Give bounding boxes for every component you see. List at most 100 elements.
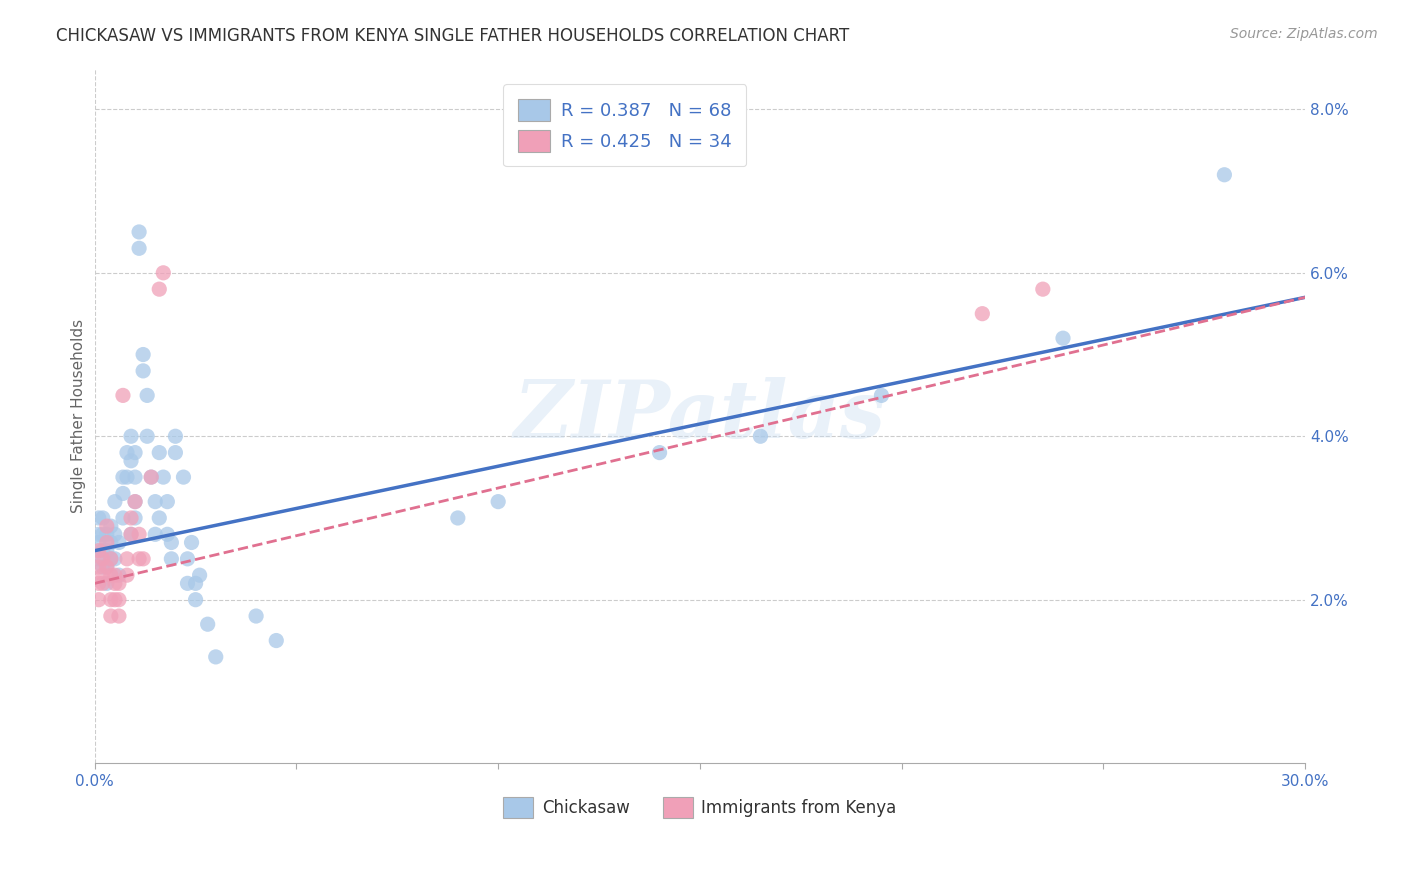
Point bbox=[87, 592, 110, 607]
Point bbox=[184, 592, 207, 607]
Point bbox=[148, 445, 170, 459]
Point bbox=[172, 470, 194, 484]
Point bbox=[120, 454, 142, 468]
Point bbox=[648, 445, 671, 459]
Text: CHICKASAW VS IMMIGRANTS FROM KENYA SINGLE FATHER HOUSEHOLDS CORRELATION CHART: CHICKASAW VS IMMIGRANTS FROM KENYA SINGL… bbox=[56, 27, 849, 45]
Point bbox=[91, 560, 114, 574]
Point bbox=[136, 429, 159, 443]
Point bbox=[104, 551, 127, 566]
Point bbox=[104, 494, 127, 508]
Point bbox=[132, 551, 155, 566]
Point bbox=[108, 568, 131, 582]
Point bbox=[245, 609, 267, 624]
Point bbox=[87, 511, 110, 525]
Point bbox=[204, 649, 226, 664]
Point bbox=[486, 494, 509, 508]
Point bbox=[188, 568, 211, 582]
Text: Source: ZipAtlas.com: Source: ZipAtlas.com bbox=[1230, 27, 1378, 41]
Point bbox=[128, 225, 150, 239]
Point bbox=[96, 560, 118, 574]
Point bbox=[100, 551, 122, 566]
Legend: Chickasaw, Immigrants from Kenya: Chickasaw, Immigrants from Kenya bbox=[496, 790, 903, 824]
Point bbox=[120, 527, 142, 541]
Y-axis label: Single Father Households: Single Father Households bbox=[72, 318, 86, 513]
Point bbox=[108, 609, 131, 624]
Point bbox=[176, 551, 198, 566]
Point bbox=[1032, 282, 1054, 296]
Point bbox=[115, 568, 138, 582]
Point bbox=[447, 511, 470, 525]
Point bbox=[1052, 331, 1074, 345]
Point bbox=[165, 429, 187, 443]
Point bbox=[143, 527, 166, 541]
Point bbox=[156, 527, 179, 541]
Point bbox=[264, 633, 287, 648]
Point bbox=[128, 551, 150, 566]
Point bbox=[197, 617, 219, 632]
Point bbox=[108, 592, 131, 607]
Point bbox=[143, 494, 166, 508]
Point bbox=[87, 551, 110, 566]
Point bbox=[104, 576, 127, 591]
Point bbox=[124, 494, 146, 508]
Point bbox=[87, 576, 110, 591]
Point bbox=[148, 282, 170, 296]
Text: ZIPatlas: ZIPatlas bbox=[513, 377, 886, 455]
Point bbox=[91, 551, 114, 566]
Point bbox=[104, 592, 127, 607]
Point bbox=[91, 543, 114, 558]
Point bbox=[165, 445, 187, 459]
Point bbox=[152, 470, 174, 484]
Point bbox=[141, 470, 163, 484]
Point bbox=[152, 266, 174, 280]
Point bbox=[111, 486, 134, 500]
Point bbox=[1213, 168, 1236, 182]
Point bbox=[111, 470, 134, 484]
Point bbox=[87, 543, 110, 558]
Point bbox=[111, 388, 134, 402]
Point bbox=[96, 535, 118, 549]
Point bbox=[104, 568, 127, 582]
Point bbox=[100, 609, 122, 624]
Point bbox=[176, 576, 198, 591]
Point bbox=[108, 576, 131, 591]
Point bbox=[104, 527, 127, 541]
Point bbox=[115, 470, 138, 484]
Point bbox=[124, 494, 146, 508]
Point bbox=[972, 307, 994, 321]
Point bbox=[160, 551, 183, 566]
Point bbox=[87, 535, 110, 549]
Point bbox=[91, 511, 114, 525]
Point bbox=[124, 511, 146, 525]
Point bbox=[115, 445, 138, 459]
Point bbox=[120, 429, 142, 443]
Point bbox=[96, 519, 118, 533]
Point bbox=[96, 576, 118, 591]
Point bbox=[132, 364, 155, 378]
Point bbox=[96, 543, 118, 558]
Point bbox=[870, 388, 893, 402]
Point bbox=[124, 470, 146, 484]
Point bbox=[100, 592, 122, 607]
Point bbox=[180, 535, 202, 549]
Point bbox=[148, 511, 170, 525]
Point bbox=[120, 511, 142, 525]
Point bbox=[128, 527, 150, 541]
Point bbox=[96, 560, 118, 574]
Point bbox=[132, 347, 155, 361]
Point bbox=[91, 527, 114, 541]
Point bbox=[141, 470, 163, 484]
Point bbox=[160, 535, 183, 549]
Point bbox=[115, 551, 138, 566]
Point bbox=[100, 535, 122, 549]
Point bbox=[87, 560, 110, 574]
Point bbox=[184, 576, 207, 591]
Point bbox=[91, 576, 114, 591]
Point bbox=[91, 568, 114, 582]
Point bbox=[120, 527, 142, 541]
Point bbox=[128, 241, 150, 255]
Point bbox=[124, 445, 146, 459]
Point bbox=[100, 551, 122, 566]
Point bbox=[96, 527, 118, 541]
Point bbox=[111, 511, 134, 525]
